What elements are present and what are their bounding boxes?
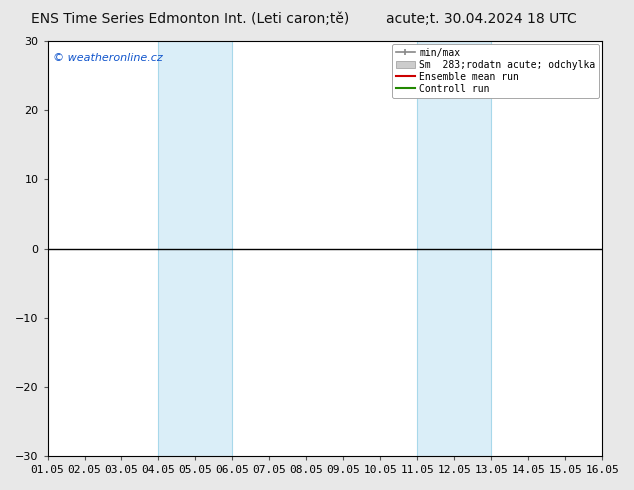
Bar	[158, 41, 233, 456]
Text: © weatheronline.cz: © weatheronline.cz	[53, 53, 163, 64]
Legend: min/max, Sm  283;rodatn acute; odchylka, Ensemble mean run, Controll run: min/max, Sm 283;rodatn acute; odchylka, …	[392, 44, 599, 98]
Text: acute;t. 30.04.2024 18 UTC: acute;t. 30.04.2024 18 UTC	[387, 12, 577, 26]
Text: ENS Time Series Edmonton Int. (Leti caron;tě): ENS Time Series Edmonton Int. (Leti caro…	[31, 12, 349, 26]
Bar	[417, 41, 491, 456]
